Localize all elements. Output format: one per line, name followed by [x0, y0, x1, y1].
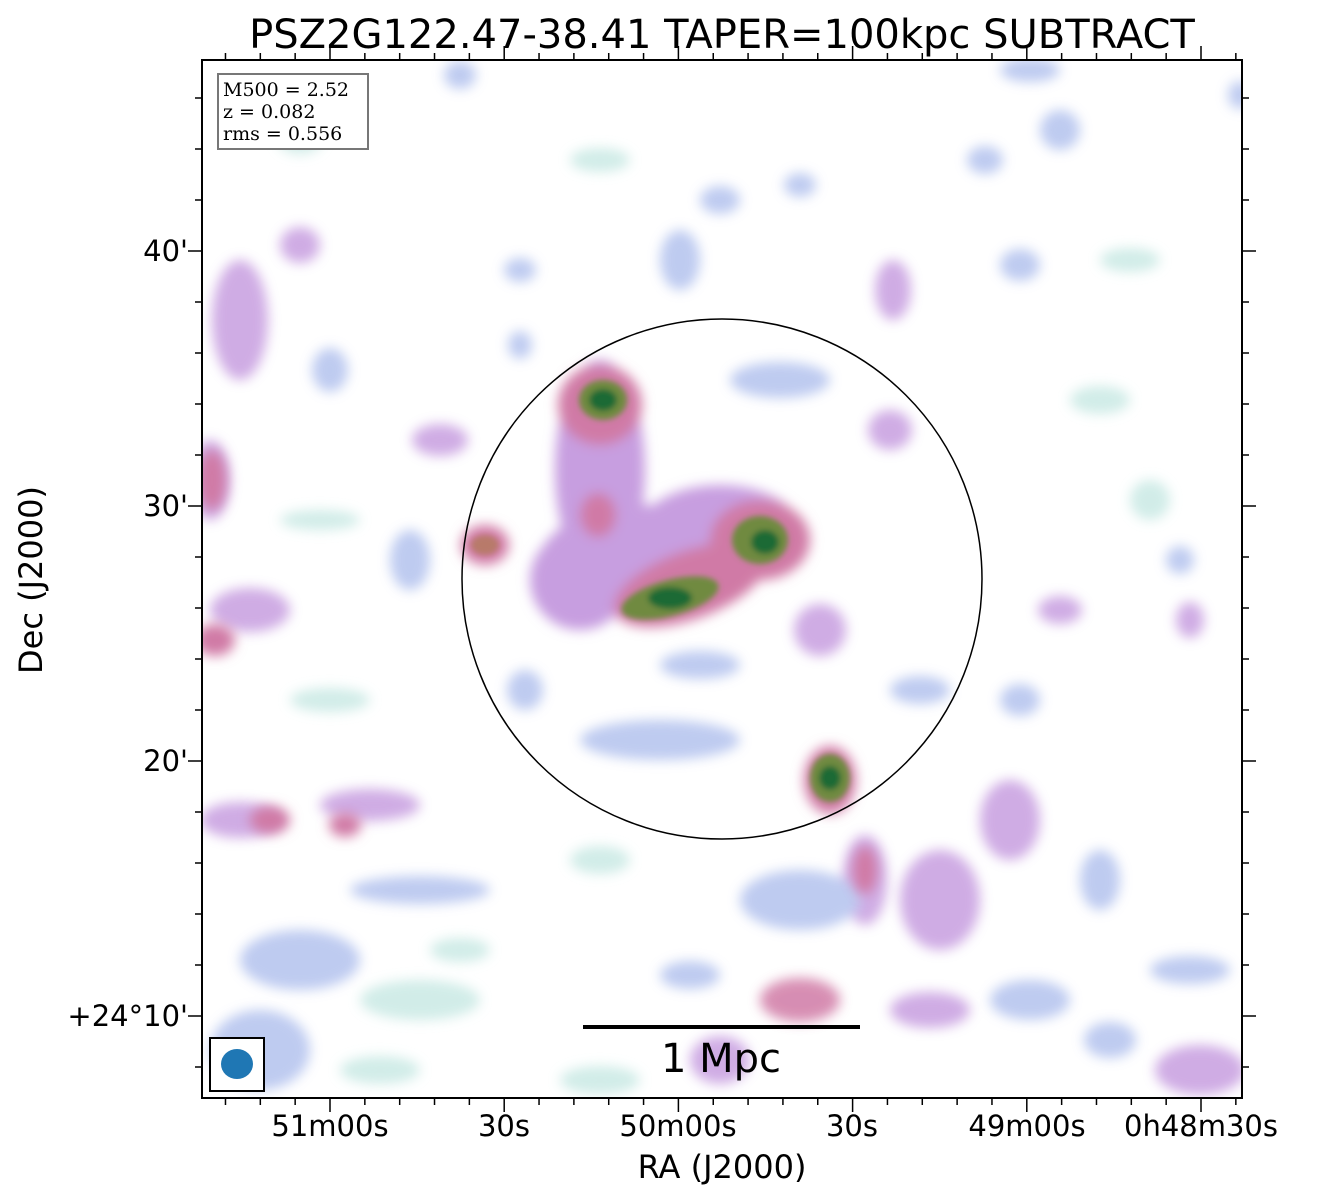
info-redshift: z = 0.082 [223, 101, 315, 123]
scale-bar: 1 Mpc [583, 1025, 860, 1082]
x-tick-label: 50m00s [619, 1109, 736, 1143]
info-box: M500 = 2.52 z = 0.082 rms = 0.556 [217, 73, 369, 150]
info-rms: rms = 0.556 [223, 123, 342, 145]
axis-ticks [188, 46, 1256, 1112]
x-tick-label: 49m00s [968, 1109, 1085, 1143]
chart-title: PSZ2G122.47-38.41 TAPER=100kpc SUBTRACT [249, 12, 1195, 58]
beam-ellipse [221, 1049, 253, 1079]
y-axis-label: Dec (J2000) [12, 486, 50, 674]
plot-area: 1 Mpc M500 = 2.52 z = 0.082 rms = 0.556 [201, 59, 1243, 1099]
x-tick-label: 30s [826, 1109, 878, 1143]
y-axis-tick-labels: +24°10' 20' 30' 40' [67, 234, 188, 1033]
x-tick-label: 51m00s [271, 1109, 388, 1143]
r500-circle [461, 318, 983, 840]
beam-indicator [209, 1037, 265, 1092]
plot-frame [201, 59, 1243, 1099]
emission-map [202, 60, 1242, 1095]
y-tick-label: 20' [143, 744, 188, 778]
x-axis-label: RA (J2000) [638, 1148, 807, 1186]
diffuse-emission [202, 60, 1242, 1095]
scale-bar-label: 1 Mpc [661, 1036, 781, 1082]
y-tick-label: 30' [143, 489, 188, 523]
info-box-frame [217, 73, 369, 150]
y-tick-label: +24°10' [67, 999, 188, 1033]
x-tick-label: 0h48m30s [1124, 1109, 1278, 1143]
x-tick-label: 30s [478, 1109, 530, 1143]
info-mass: M500 = 2.52 [223, 79, 349, 101]
y-tick-label: 40' [143, 234, 188, 268]
x-axis-tick-labels: 51m00s 30s 50m00s 30s 49m00s 0h48m30s [271, 1109, 1278, 1143]
bright-sources [471, 380, 850, 802]
